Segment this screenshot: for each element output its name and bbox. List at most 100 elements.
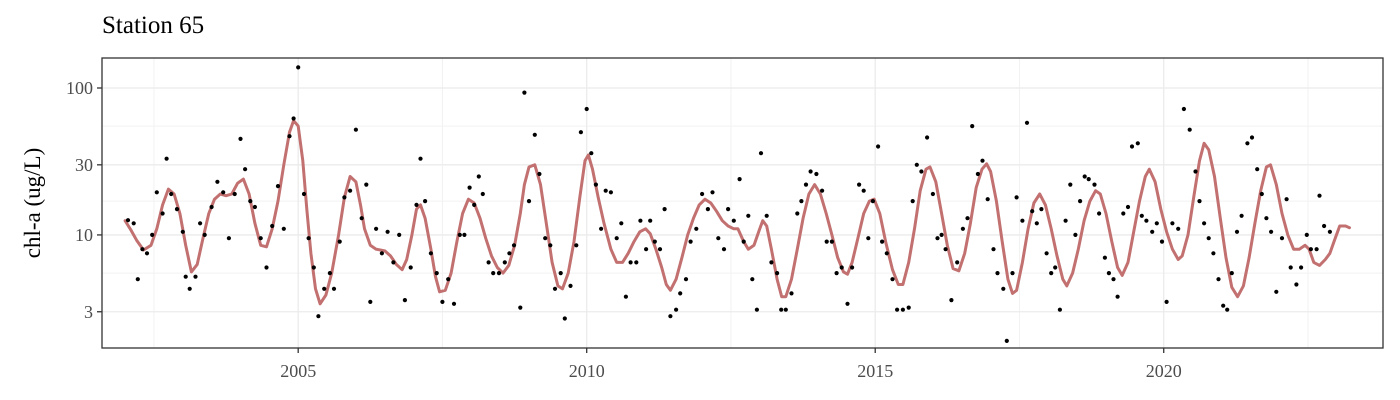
data-point [1010,271,1015,276]
data-point [193,274,198,279]
data-point [518,305,523,310]
data-point [700,191,705,197]
data-point [275,184,281,189]
data-point [688,239,693,244]
data-point [287,134,292,139]
data-point [558,271,563,276]
data-point [783,307,788,312]
data-point [480,191,485,197]
data-point [472,202,477,207]
data-point [870,199,876,204]
data-point [1086,177,1091,182]
data-point [1078,199,1083,204]
data-point [1053,265,1058,270]
data-point [281,226,286,231]
data-point [174,207,180,212]
data-point [568,283,573,288]
data-point [808,169,813,174]
data-point [183,274,188,279]
data-point [522,90,527,95]
data-point [1187,127,1192,132]
data-point [476,174,481,179]
data-point [1259,191,1264,197]
data-point [180,229,185,234]
data-point [584,106,589,112]
y-tick-label: 3 [84,302,93,322]
x-tick-label: 2005 [280,361,316,381]
data-point [131,221,136,226]
data-point [657,247,663,252]
data-point [674,307,679,312]
data-point [1034,221,1039,226]
data-point [1234,229,1240,234]
data-point [710,190,715,195]
data-point [741,239,746,244]
data-point [900,307,906,312]
data-point [866,236,871,241]
data-point [446,277,451,282]
data-point [486,260,491,265]
data-point [824,239,829,244]
data-point [910,199,915,204]
data-point [511,243,517,248]
smooth-layer [123,119,1351,306]
data-point [619,221,624,226]
data-point [187,286,192,291]
data-point [593,182,599,187]
data-point [391,260,396,265]
data-point [1181,106,1186,112]
data-point [1206,236,1211,241]
data-point [160,211,165,216]
data-point [397,232,402,237]
data-point [955,260,960,265]
data-point [1049,271,1054,276]
data-point [985,197,990,202]
data-point [467,185,472,190]
data-point [548,243,553,248]
data-point [301,191,307,197]
data-point [764,213,769,218]
data-point [440,299,445,304]
data-point [906,305,911,310]
data-point [943,247,948,252]
data-point [1024,120,1030,125]
data-point [578,130,584,135]
data-point [1097,211,1102,216]
data-point [1004,338,1009,343]
data-point [970,124,975,129]
data-point [746,213,751,218]
data-point [1317,193,1322,198]
data-point [402,298,407,303]
data-point [930,191,936,197]
data-point [1092,182,1097,187]
data-point [839,265,844,270]
data-point [1202,221,1207,226]
data-point [327,271,332,276]
data-point [1001,286,1006,291]
grid-major [102,58,1383,348]
data-point [364,182,369,187]
data-point [379,251,384,256]
data-point [880,239,885,244]
data-point [721,247,727,252]
data-point [1115,294,1120,299]
data-point [914,162,919,167]
data-point [884,251,889,256]
data-point [337,239,342,244]
data-point [144,251,150,256]
data-point [1150,229,1155,234]
data-point [154,190,159,195]
data-point [1294,282,1299,287]
data-point [1216,277,1221,282]
data-point [949,298,954,303]
data-point [965,216,970,221]
data-point [608,190,614,195]
data-point [1159,239,1165,244]
data-point [1057,307,1062,312]
data-point [252,204,257,210]
y-axis-title: chl-a (ug/L) [20,148,45,258]
data-point [1211,251,1216,256]
data-point [1221,303,1226,308]
data-point [850,265,855,270]
